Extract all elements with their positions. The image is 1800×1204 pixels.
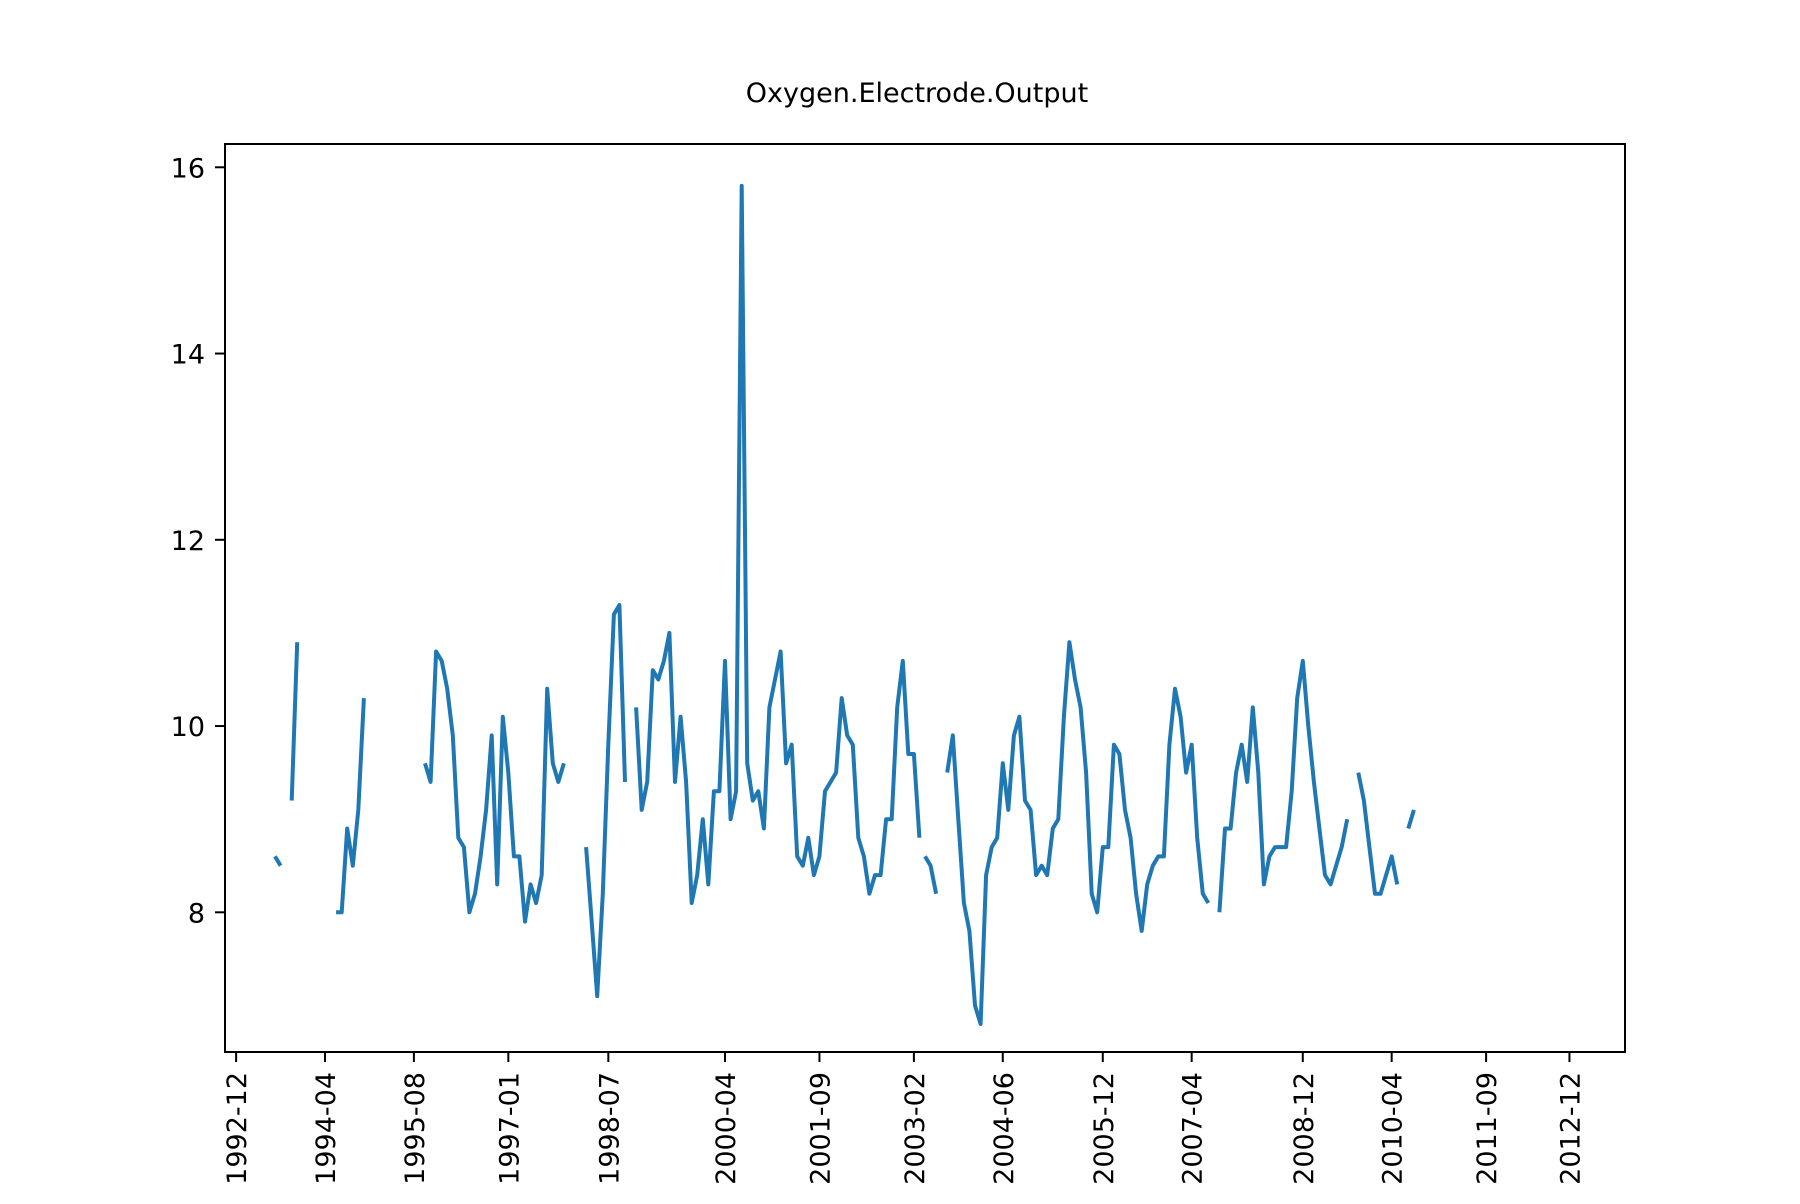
y-tick-label: 16 (171, 153, 205, 184)
series-line-segment (1217, 658, 1350, 913)
y-axis: 8 10 12 14 16 (171, 153, 225, 929)
chart-title: Oxygen.Electrode.Output (746, 78, 1088, 109)
plot-frame (224, 143, 1626, 1053)
x-tick-label: 2010-04 (1378, 1072, 1409, 1185)
y-tick-label: 14 (171, 340, 205, 371)
x-tick-label: 2003-02 (900, 1072, 931, 1185)
series-line-segment (584, 603, 627, 999)
series-lines (273, 183, 1416, 1027)
x-tick-label: 2011-09 (1472, 1072, 1503, 1185)
series-line-segment (634, 183, 922, 905)
series-line-segment (423, 649, 566, 924)
x-tick-label: 2004-06 (989, 1072, 1020, 1185)
x-tick-label: 2012-12 (1555, 1072, 1586, 1185)
series-line-segment (273, 855, 283, 867)
series-line-segment (1356, 772, 1400, 896)
x-tick-label: 2008-12 (1289, 1072, 1320, 1185)
x-tick-label: 1995-08 (400, 1072, 431, 1185)
x-tick-label: 1998-07 (594, 1072, 625, 1185)
series-line-segment (336, 697, 366, 915)
series-line-segment (923, 855, 939, 895)
series-line-segment (945, 640, 1211, 1027)
y-tick-label: 10 (171, 712, 205, 743)
x-tick-label: 2001-09 (805, 1072, 836, 1185)
series-line-segment (289, 642, 300, 801)
x-tick-label: 1994-04 (311, 1072, 342, 1185)
x-tick-label: 2000-04 (711, 1072, 742, 1185)
series-line-segment (1406, 809, 1416, 830)
x-tick-label: 1997-01 (494, 1072, 525, 1185)
y-tick-label: 8 (188, 898, 205, 929)
x-tick-label: 1992-12 (222, 1072, 253, 1185)
x-axis: 1992-12 1994-04 1995-08 1997-01 1998-07 2000-… (222, 1052, 1586, 1185)
x-tick-label: 2005-12 (1089, 1072, 1120, 1185)
y-tick-label: 12 (171, 526, 205, 557)
x-tick-label: 2007-04 (1178, 1072, 1209, 1185)
